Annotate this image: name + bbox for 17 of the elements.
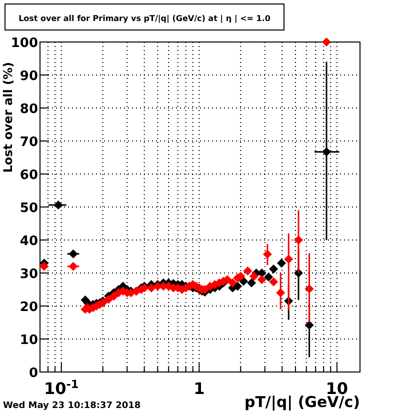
y-tick-label: 100 <box>10 36 38 51</box>
y-tick-label: 90 <box>20 69 38 84</box>
chart-title: Lost over all for Primary vs pT/|q| (GeV/c) at | η | <= 1.0 <box>18 14 271 23</box>
y-tick-label: 50 <box>20 201 38 216</box>
y-tick-label: 10 <box>20 333 38 348</box>
y-axis-title: Lost over all (%) <box>1 62 15 173</box>
text: Wed May 23 10:18:37 2018 <box>3 401 141 411</box>
x-tick-label: 1 <box>194 379 205 398</box>
x-axis-title: pT/|q| (GeV/c) <box>244 393 360 411</box>
y-tick-label: 0 <box>28 366 38 381</box>
y-tick-label: 80 <box>20 102 38 117</box>
y-tick-label: 40 <box>20 234 38 249</box>
y-tick-label: 30 <box>20 267 38 282</box>
y-tick-label: 60 <box>20 168 38 183</box>
y-tick-label: 70 <box>20 135 38 150</box>
x-tick-label: 10$^{-1}$ <box>44 378 79 398</box>
y-tick-label: 20 <box>20 300 38 315</box>
